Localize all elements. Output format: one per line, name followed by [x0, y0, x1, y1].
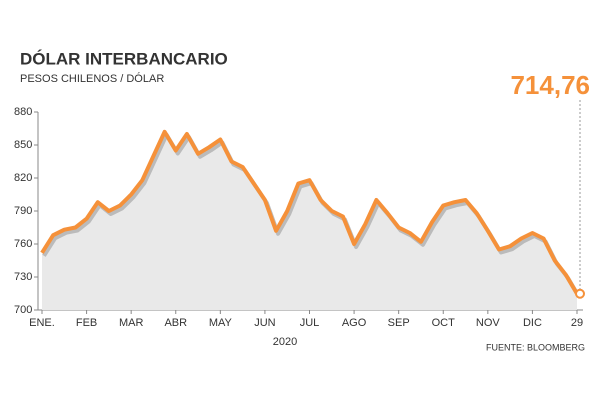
- last-value-annotation: 714,76: [510, 70, 590, 100]
- x-tick-label: NOV: [476, 317, 501, 329]
- x-tick-label: DIC: [523, 317, 542, 329]
- y-tick-label: 880: [14, 106, 32, 118]
- y-tick-label: 760: [14, 238, 32, 250]
- x-axis-label: 2020: [273, 336, 297, 348]
- line: [40, 129, 579, 295]
- chart-subtitle: PESOS CHILENOS / DÓLAR: [20, 72, 164, 85]
- x-tick-label: JUL: [300, 317, 320, 329]
- x-tick-label: MAY: [209, 317, 233, 329]
- y-tick-label: 850: [14, 139, 32, 151]
- y-tick-label: 790: [14, 205, 32, 217]
- x-tick-label: MAR: [119, 317, 144, 329]
- x-tick-label: SEP: [388, 317, 410, 329]
- x-tick-label: JUN: [254, 317, 275, 329]
- x-tick-label: ABR: [164, 317, 187, 329]
- chart-title: DÓLAR INTERBANCARIO: [20, 49, 228, 68]
- y-tick-label: 700: [14, 304, 32, 316]
- source: FUENTE: BLOOMBERG: [486, 342, 585, 352]
- x-tick-label: ENE.: [29, 317, 55, 329]
- y-tick-label: 820: [14, 172, 32, 184]
- x-tick-label: 29: [571, 317, 583, 329]
- x-tick-label: FEB: [76, 317, 97, 329]
- last-point: [575, 288, 585, 299]
- y-tick-label: 730: [14, 271, 32, 283]
- x-tick-label: AGO: [342, 317, 367, 329]
- x-tick-label: OCT: [432, 317, 456, 329]
- area: [42, 131, 577, 310]
